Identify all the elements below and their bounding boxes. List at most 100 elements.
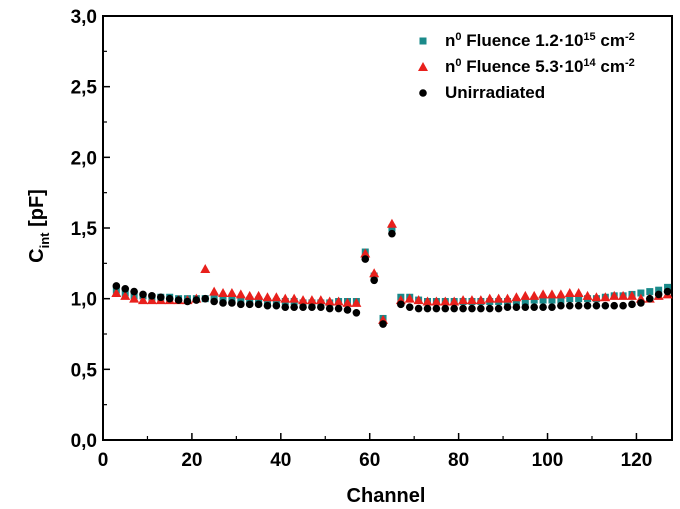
data-point-circle (343, 306, 352, 314)
data-point-square (237, 296, 245, 304)
data-point-triangle (520, 290, 531, 300)
data-point-square (664, 283, 672, 291)
data-point-square (530, 296, 538, 304)
data-point-circle (459, 304, 467, 313)
data-point-square (548, 296, 556, 304)
data-point-circle (317, 303, 325, 311)
data-point-triangle (493, 293, 504, 303)
data-point-square (512, 297, 520, 305)
data-point-circle (112, 282, 121, 290)
data-point-triangle (564, 288, 575, 298)
x-tick-label: 80 (448, 450, 469, 471)
y-axis-title: Cint [pF] (26, 189, 52, 263)
data-point-circle (228, 299, 236, 307)
data-point-triangle (475, 295, 486, 305)
legend-marker (419, 37, 427, 45)
data-point-circle (423, 304, 432, 313)
data-point-triangle (351, 297, 362, 307)
data-point-triangle (573, 288, 584, 298)
data-point-square (246, 296, 254, 304)
axes: 0 20 40 60 80 100 120 0,0 0,5 1,0 1,5 2,0 2,5 3,0 (71, 7, 673, 471)
data-point-triangle (200, 263, 211, 273)
data-point-circle (619, 301, 627, 310)
legend-entry-label: n0 Fluence 5.3·1014 cm-2 (445, 57, 635, 76)
data-point-triangle (386, 218, 397, 228)
data-point-square (637, 289, 645, 297)
data-point-triangle (529, 290, 540, 300)
data-point-triangle (315, 295, 326, 305)
data-point-circle (237, 300, 245, 309)
data-point-circle (334, 304, 343, 313)
data-point-circle (654, 290, 663, 299)
data-point-square (646, 288, 654, 296)
data-point-circle (290, 303, 298, 311)
data-point-circle (325, 304, 334, 313)
data-point-triangle (413, 295, 424, 305)
data-point-circle (219, 299, 227, 307)
data-point-triangle (555, 289, 566, 299)
legend-entry-label: Unirradiated (445, 83, 545, 102)
data-point-square (272, 297, 280, 305)
data-point-circle (494, 304, 503, 313)
data-point-circle (477, 304, 485, 313)
data-point-triangle (226, 288, 237, 298)
data-point-square (557, 296, 565, 304)
data-point-triangle (502, 293, 513, 303)
data-point-triangle (484, 293, 495, 303)
data-point-circle (601, 301, 610, 310)
data-point-triangle (591, 292, 602, 302)
y-tick-label: 2,5 (71, 78, 98, 99)
data-point-triangle (289, 293, 300, 303)
data-point-square (539, 296, 547, 304)
data-point-circle (592, 301, 601, 310)
data-point-square (521, 297, 529, 305)
x-tick-label: 120 (621, 450, 653, 471)
data-point-triangle (466, 295, 477, 305)
data-point-circle (130, 287, 138, 296)
data-point-triangle (262, 292, 273, 302)
data-point-circle (414, 304, 423, 313)
data-point-circle (503, 303, 512, 311)
data-point-circle (245, 300, 254, 309)
data-point-circle (361, 255, 370, 263)
data-point-circle (405, 303, 414, 311)
data-point-triangle (440, 296, 451, 306)
data-point-circle (548, 303, 556, 311)
data-point-circle (156, 293, 165, 302)
data-point-square (228, 295, 236, 303)
data-point-triangle (422, 296, 433, 306)
data-point-triangle (253, 290, 264, 300)
data-point-triangle (538, 289, 549, 299)
x-tick-label: 0 (98, 450, 109, 471)
data-point-circle (139, 290, 147, 299)
data-point-circle (485, 304, 494, 313)
data-point-triangle (138, 295, 149, 305)
plot-frame (102, 15, 673, 441)
data-point-circle (565, 301, 574, 310)
data-point-circle (663, 287, 672, 296)
data-point-triangle (298, 295, 309, 305)
data-point-triangle (449, 296, 460, 306)
data-point-square (263, 297, 271, 305)
data-point-triangle (129, 293, 140, 303)
data-point-circle (352, 309, 361, 317)
data-point-triangle (111, 288, 122, 298)
data-point-triangle (244, 290, 255, 300)
data-point-triangle (218, 288, 229, 298)
data-point-triangle (546, 289, 557, 299)
data-point-triangle (271, 292, 282, 302)
data-point-triangle (324, 296, 335, 306)
data-point-triangle (235, 289, 246, 299)
data-point-circle (539, 303, 547, 311)
data-point-triangle (618, 290, 629, 300)
y-tick-label: 1,5 (71, 219, 98, 240)
data-point-triangle (120, 290, 131, 300)
x-tick-label: 60 (359, 450, 380, 471)
x-axis-title: Channel (347, 485, 426, 507)
data-point-triangle (511, 292, 522, 302)
data-point-circle (610, 301, 619, 310)
data-point-circle (201, 294, 210, 303)
legend-entry-label: n0 Fluence 1.2·1015 cm-2 (445, 31, 635, 50)
data-point-circle (370, 276, 378, 285)
